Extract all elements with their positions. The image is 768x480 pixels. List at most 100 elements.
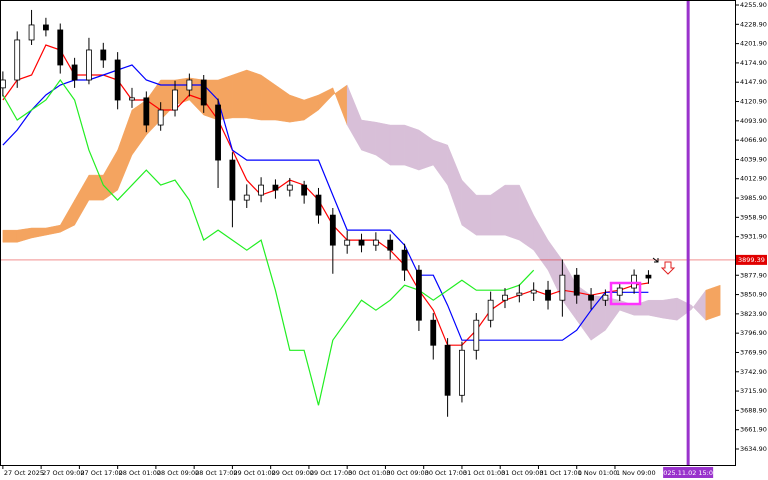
y-tick-label: 3688.90 [740, 406, 767, 414]
candle-body [416, 269, 422, 321]
y-tick-label: 3661.90 [740, 426, 767, 434]
candle-body [100, 49, 107, 61]
x-tick-label: 27 Oct 09:00 [42, 469, 84, 477]
candle-body [602, 294, 609, 301]
x-tick-label: 27 Oct 2025 [4, 469, 44, 477]
y-tick-label: 3634.90 [740, 445, 767, 453]
y-tick-label: 4255.90 [740, 1, 767, 9]
candle-body [301, 184, 308, 196]
cloud-segment [246, 69, 262, 121]
x-tick-label: 28 Oct 01:00 [119, 469, 161, 477]
cloud-segment [662, 297, 678, 321]
y-tick-label: 4228.90 [740, 20, 767, 28]
indicator-line [2, 64, 649, 341]
x-tick-label: 30 Oct 17:00 [425, 469, 467, 477]
highlight-box [609, 281, 642, 306]
y-tick-label: 3877.90 [740, 271, 767, 279]
x-tick-label: 29 Oct 01:00 [233, 469, 275, 477]
candle-body [502, 294, 508, 301]
small-arrow [652, 257, 659, 263]
y-tick-label: 3958.90 [740, 213, 767, 221]
x-tick-label: 27 Oct 17:00 [80, 469, 122, 477]
y-tick-label: 3931.90 [740, 233, 767, 241]
price-label-bg [736, 254, 767, 265]
candle-body [545, 289, 551, 301]
y-tick-label: 3715.90 [740, 387, 767, 395]
candle-body [0, 79, 6, 89]
candle-body [329, 214, 336, 246]
x-tick-label: 29 Oct 17:00 [310, 469, 352, 477]
candle-body [157, 109, 164, 126]
price-label: 3899.39 [738, 256, 765, 264]
cloud-segment [476, 194, 491, 236]
y-tick-label: 4201.90 [740, 40, 767, 48]
candle-body [401, 249, 408, 271]
candle-body [530, 289, 537, 294]
y-tick-label: 3823.90 [740, 310, 767, 318]
cloud-segment [289, 94, 305, 123]
x-tick-label: 28 Oct 17:00 [195, 469, 237, 477]
indicator-line [2, 44, 649, 346]
candle-body [258, 184, 264, 196]
y-tick-label: 4012.90 [740, 175, 767, 183]
candle-body [57, 29, 64, 66]
candle-body [186, 79, 193, 91]
cloud-segment [389, 124, 405, 166]
cloud-segment [361, 119, 377, 156]
x-tick-label: 31 Oct 01:00 [463, 469, 505, 477]
candle-body [143, 97, 150, 126]
candle-body [559, 274, 566, 301]
y-tick-label: 3985.90 [740, 194, 767, 202]
x-tick-label: 1 Nov 01:00 [578, 469, 618, 477]
candle-body [387, 239, 394, 251]
candle-body [372, 239, 379, 246]
cloud-segment [232, 69, 248, 119]
candle-body [43, 24, 49, 31]
candle-body [114, 59, 121, 101]
y-tick-label: 3850.90 [740, 291, 767, 299]
x-tick-label: 31 Oct 17:00 [539, 469, 581, 477]
candle-body [28, 24, 35, 41]
candle-body [616, 287, 623, 296]
x-tick-label: 29 Oct 09:00 [272, 469, 314, 477]
y-tick-label: 4039.90 [740, 155, 767, 163]
candle-body [444, 344, 451, 396]
cloud-segment [2, 229, 18, 243]
x-tick-label: 30 Oct 09:00 [386, 469, 428, 477]
candle-body [215, 104, 221, 161]
candle-body [286, 184, 293, 191]
candle-body [129, 97, 135, 101]
x-tick-label: 31 Oct 09:00 [501, 469, 543, 477]
x-tick-label: 30 Oct 01:00 [348, 469, 390, 477]
candle-body [344, 239, 351, 246]
candle-body [243, 194, 250, 201]
y-tick-label: 4120.90 [740, 98, 767, 106]
plot-area [0, 0, 735, 465]
y-tick-label: 3769.90 [740, 348, 767, 356]
candle-body [172, 89, 178, 111]
cloud-segment [705, 284, 721, 321]
candle-body [229, 159, 236, 201]
candle-body [200, 79, 207, 106]
cloud-segment [404, 124, 420, 171]
y-tick-label: 4174.90 [740, 59, 767, 67]
candle-body [358, 239, 365, 246]
candle-body [631, 274, 637, 289]
candle-body [473, 319, 480, 351]
cloud-segment [504, 184, 520, 241]
candle-body [86, 49, 92, 81]
marker-label-bg [663, 467, 714, 478]
cloud-segment [648, 299, 664, 319]
indicator-line [2, 78, 535, 406]
candle-body [573, 274, 580, 296]
candle-body [430, 319, 437, 346]
down-arrow [660, 261, 676, 275]
candle-body [516, 292, 523, 296]
y-tick-label: 4093.90 [740, 117, 767, 125]
candle-body [71, 64, 78, 81]
y-tick-label: 4147.90 [740, 78, 767, 86]
x-tick-label: 1 Nov 09:00 [616, 469, 656, 477]
candle-body [315, 194, 322, 216]
